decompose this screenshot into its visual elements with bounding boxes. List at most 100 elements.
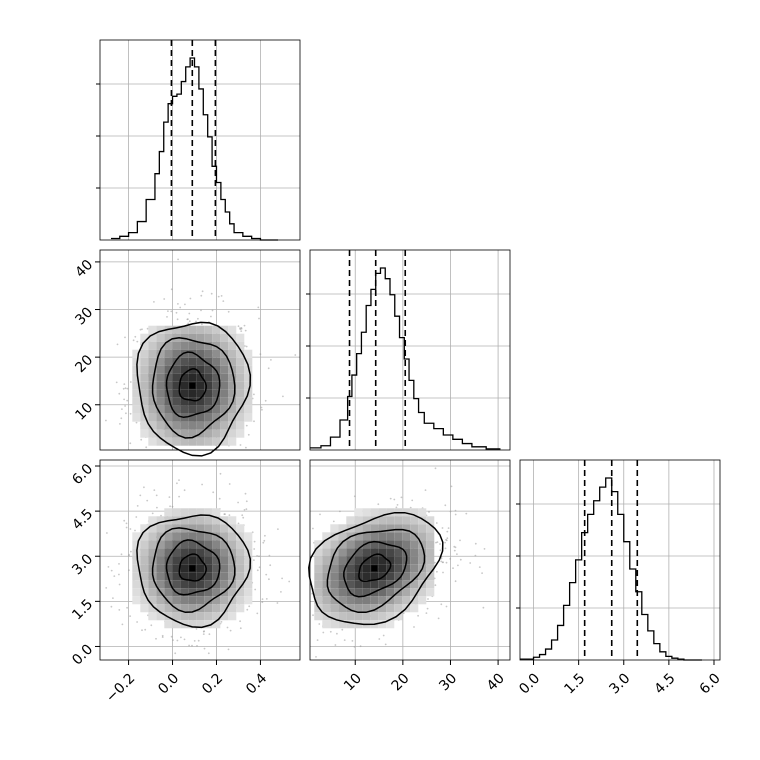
density-cell: [140, 349, 149, 358]
density-cell: [172, 349, 181, 358]
sample-point: [136, 340, 139, 343]
density-cell: [188, 588, 197, 597]
density-cell: [196, 508, 205, 517]
density-cell: [164, 548, 173, 557]
sample-point: [240, 327, 243, 330]
density-cell: [244, 532, 253, 541]
density-cell: [212, 556, 221, 565]
sample-point: [125, 522, 128, 525]
sample-point: [474, 554, 477, 557]
sample-point: [239, 327, 241, 329]
density-cell: [180, 604, 189, 613]
density-cell: [204, 333, 213, 342]
density-cell: [164, 365, 173, 374]
density-cell: [204, 381, 213, 390]
density-cell: [180, 381, 189, 390]
density-cell: [236, 596, 245, 605]
density-cell: [188, 596, 197, 605]
density-cell: [172, 413, 181, 422]
density-cell: [132, 588, 141, 597]
density-cell: [322, 604, 331, 613]
density-cell: [156, 612, 165, 621]
density-cell: [378, 540, 387, 549]
histogram-panel: [96, 39, 301, 241]
x-tick-label: 40: [484, 670, 508, 694]
density-cell: [370, 524, 379, 533]
density-cell: [346, 620, 355, 629]
density-cell: [204, 429, 213, 438]
sample-point: [294, 354, 297, 356]
density-cell: [140, 604, 149, 613]
sample-point: [118, 609, 121, 611]
sample-point: [161, 634, 164, 637]
density-cell: [402, 564, 411, 573]
sample-point: [242, 516, 245, 519]
density-cell: [244, 349, 253, 358]
density-cell: [212, 572, 221, 581]
density-cell: [394, 556, 403, 565]
density-cell: [188, 397, 197, 406]
sample-point: [241, 514, 244, 517]
density-cell: [148, 540, 157, 549]
sample-point: [343, 639, 346, 641]
density-cell: [172, 532, 181, 541]
density-cell: [212, 524, 221, 533]
density-cell: [164, 580, 173, 589]
density-cell: [148, 365, 157, 374]
density-cell: [402, 596, 411, 605]
sample-point: [172, 639, 174, 641]
density-cell: [172, 612, 181, 621]
density-cell: [132, 564, 141, 573]
density-cell: [188, 612, 197, 621]
sample-point: [212, 491, 215, 494]
sample-point: [261, 598, 264, 600]
sample-point: [118, 573, 120, 576]
sample-point: [187, 322, 190, 325]
panel-frame: [99, 39, 301, 241]
density-cell: [188, 620, 197, 629]
density-cell: [140, 397, 149, 406]
density-cell: [188, 548, 197, 557]
density-cell: [314, 612, 323, 621]
sample-point: [134, 335, 137, 338]
density-cell: [236, 381, 245, 390]
density-cell: [418, 556, 427, 565]
sample-point: [263, 539, 266, 542]
density-cell: [172, 556, 181, 565]
density-cell: [164, 349, 173, 358]
density-cell: [188, 357, 197, 366]
density-cell: [228, 540, 237, 549]
density-cell: [148, 516, 157, 525]
density-cell: [188, 604, 197, 613]
density-cell: [236, 604, 245, 613]
density-cell: [172, 572, 181, 581]
density-cell: [204, 373, 213, 382]
sample-point: [446, 530, 449, 533]
sample-point: [161, 636, 164, 638]
sample-point: [179, 306, 182, 309]
density-cell: [220, 548, 229, 557]
density-cell: [220, 516, 229, 525]
density-cell: [330, 556, 339, 565]
density-cell: [196, 413, 205, 422]
density-cell: [140, 341, 149, 350]
density-cell: [132, 365, 141, 374]
sample-point: [258, 566, 261, 569]
density-cell: [132, 373, 141, 382]
density-cell: [386, 596, 395, 605]
density-cell: [212, 532, 221, 541]
density-cell: [322, 620, 331, 629]
density-cell: [220, 405, 229, 414]
sample-point: [183, 638, 186, 641]
density-cell: [418, 508, 427, 517]
density-cell: [386, 532, 395, 541]
sample-point: [141, 629, 143, 632]
sample-point: [176, 318, 179, 321]
sample-point: [258, 317, 260, 320]
density-cell: [338, 548, 347, 557]
density-cell: [156, 564, 165, 573]
sample-point: [136, 505, 139, 507]
sample-point: [359, 645, 362, 648]
sample-point: [113, 575, 116, 577]
density-cell: [410, 580, 419, 589]
